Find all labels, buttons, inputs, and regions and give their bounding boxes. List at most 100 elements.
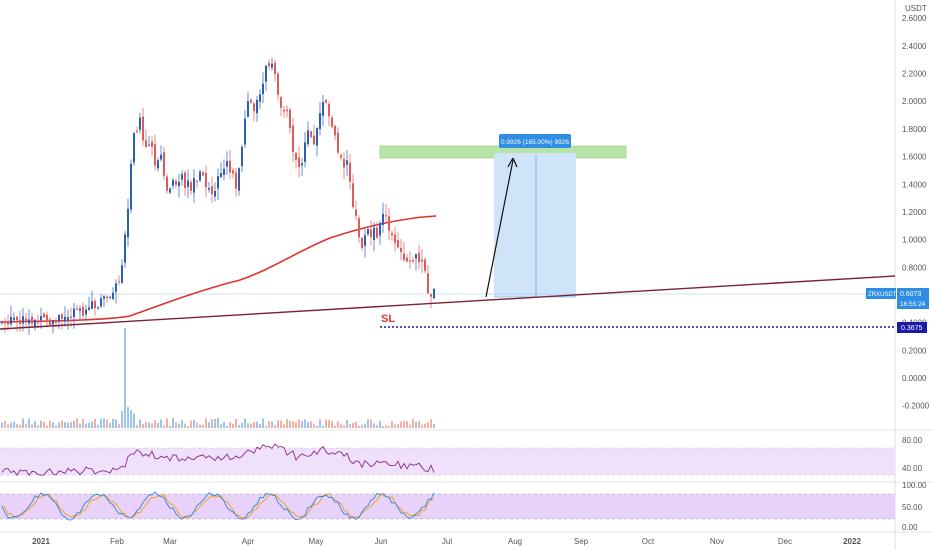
- candle-body[interactable]: [181, 174, 183, 180]
- candle-body[interactable]: [418, 252, 420, 263]
- stoch-k-line[interactable]: [1, 491, 435, 521]
- candle-body[interactable]: [40, 316, 42, 321]
- candle-body[interactable]: [31, 316, 33, 324]
- candlesticks[interactable]: [1, 57, 435, 335]
- candle-body[interactable]: [313, 135, 315, 145]
- candle-body[interactable]: [280, 97, 282, 108]
- candle-body[interactable]: [175, 180, 177, 185]
- candle-body[interactable]: [232, 170, 234, 174]
- candle-body[interactable]: [49, 319, 51, 325]
- candle-body[interactable]: [241, 146, 243, 167]
- candle-body[interactable]: [391, 233, 393, 236]
- candle-body[interactable]: [277, 73, 279, 95]
- candle-body[interactable]: [100, 298, 102, 307]
- candle-body[interactable]: [28, 319, 30, 324]
- candle-body[interactable]: [355, 209, 357, 216]
- candle-body[interactable]: [37, 321, 39, 323]
- candle-body[interactable]: [214, 191, 216, 197]
- candle-body[interactable]: [325, 99, 327, 103]
- candle-body[interactable]: [301, 163, 303, 166]
- candle-body[interactable]: [328, 104, 330, 117]
- candle-body[interactable]: [103, 296, 105, 299]
- candle-body[interactable]: [286, 109, 288, 112]
- candle-body[interactable]: [211, 186, 213, 195]
- candle-body[interactable]: [331, 117, 333, 127]
- candle-body[interactable]: [400, 248, 402, 253]
- candle-body[interactable]: [379, 223, 381, 236]
- candle-body[interactable]: [196, 181, 198, 183]
- candle-body[interactable]: [334, 125, 336, 136]
- candle-body[interactable]: [148, 144, 150, 146]
- candle-body[interactable]: [193, 178, 195, 193]
- candle-body[interactable]: [385, 215, 387, 217]
- candle-body[interactable]: [136, 130, 138, 133]
- candle-body[interactable]: [46, 314, 48, 322]
- candle-body[interactable]: [130, 163, 132, 210]
- support-trendline[interactable]: [0, 275, 896, 330]
- candle-body[interactable]: [259, 94, 261, 102]
- candle-body[interactable]: [253, 103, 255, 112]
- candle-body[interactable]: [298, 157, 300, 167]
- candle-body[interactable]: [337, 132, 339, 153]
- stoch-d-line[interactable]: [1, 492, 435, 519]
- candle-body[interactable]: [397, 240, 399, 248]
- candle-body[interactable]: [262, 83, 264, 95]
- candle-body[interactable]: [151, 141, 153, 147]
- candle-body[interactable]: [70, 316, 72, 318]
- candle-body[interactable]: [91, 301, 93, 309]
- candle-body[interactable]: [85, 309, 87, 315]
- candle-body[interactable]: [43, 313, 45, 318]
- candle-body[interactable]: [415, 254, 417, 259]
- candle-body[interactable]: [409, 260, 411, 262]
- candle-body[interactable]: [97, 307, 99, 309]
- price-axis[interactable]: 2.6000 2.4000 2.2000 2.0000 1.8000 1.6000 1.40…: [902, 14, 930, 411]
- candle-body[interactable]: [271, 63, 273, 68]
- candle-body[interactable]: [67, 317, 69, 320]
- candle-body[interactable]: [226, 161, 228, 167]
- candle-body[interactable]: [310, 131, 312, 138]
- candle-body[interactable]: [115, 283, 117, 292]
- candle-body[interactable]: [190, 182, 192, 191]
- candle-body[interactable]: [289, 109, 291, 129]
- candle-body[interactable]: [1, 321, 3, 323]
- candle-body[interactable]: [106, 296, 108, 299]
- candle-body[interactable]: [52, 320, 54, 325]
- candle-body[interactable]: [109, 296, 111, 298]
- candle-body[interactable]: [433, 288, 435, 299]
- measure-box[interactable]: [494, 153, 576, 297]
- candle-body[interactable]: [154, 144, 156, 166]
- candle-body[interactable]: [220, 172, 222, 177]
- candle-body[interactable]: [364, 235, 366, 246]
- candle-body[interactable]: [7, 321, 9, 325]
- candle-body[interactable]: [238, 168, 240, 191]
- candle-body[interactable]: [133, 133, 135, 163]
- candle-body[interactable]: [157, 160, 159, 169]
- candle-body[interactable]: [58, 314, 60, 322]
- candle-body[interactable]: [208, 188, 210, 190]
- candle-body[interactable]: [172, 180, 174, 186]
- candle-body[interactable]: [256, 99, 258, 114]
- candle-body[interactable]: [223, 168, 225, 175]
- candle-body[interactable]: [295, 153, 297, 160]
- candle-body[interactable]: [394, 234, 396, 243]
- candle-body[interactable]: [358, 218, 360, 238]
- candle-body[interactable]: [250, 99, 252, 103]
- candle-body[interactable]: [274, 62, 276, 74]
- candle-body[interactable]: [25, 318, 27, 322]
- candle-body[interactable]: [160, 154, 162, 160]
- rsi-line[interactable]: [1, 443, 435, 477]
- candle-body[interactable]: [376, 227, 378, 238]
- candle-body[interactable]: [163, 152, 165, 176]
- candle-body[interactable]: [388, 216, 390, 231]
- candle-body[interactable]: [283, 110, 285, 112]
- candle-body[interactable]: [82, 306, 84, 316]
- candle-body[interactable]: [145, 140, 147, 148]
- candle-body[interactable]: [430, 294, 432, 297]
- candle-body[interactable]: [424, 259, 426, 271]
- candle-body[interactable]: [142, 116, 144, 141]
- candle-body[interactable]: [55, 320, 57, 323]
- candle-body[interactable]: [304, 142, 306, 162]
- candle-body[interactable]: [166, 176, 168, 191]
- candle-body[interactable]: [187, 180, 189, 187]
- candle-body[interactable]: [406, 257, 408, 262]
